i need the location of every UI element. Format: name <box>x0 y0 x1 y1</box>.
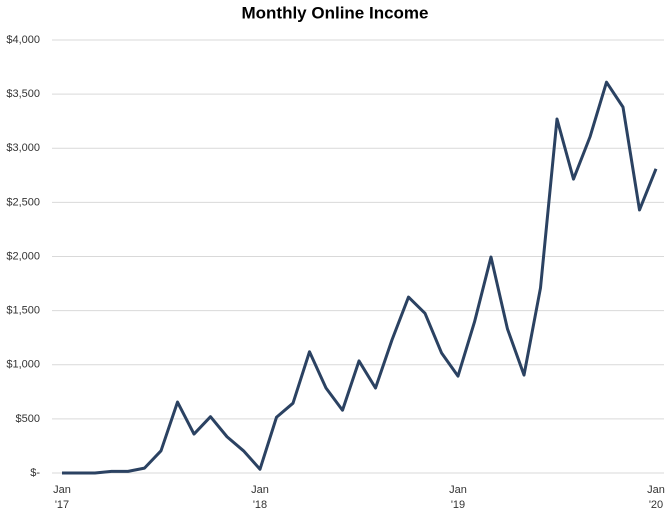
x-tick-label-line: Jan <box>449 484 467 496</box>
y-tick-label: $1,500 <box>6 305 40 317</box>
y-tick-label: $3,500 <box>6 88 40 100</box>
x-tick-label-line: '19 <box>451 499 465 511</box>
x-tick-label: Jan '20 <box>647 484 665 511</box>
x-tick-label-line: '18 <box>253 499 267 511</box>
y-tick-label: $1,000 <box>6 359 40 371</box>
y-tick-label: $2,500 <box>6 196 40 208</box>
line <box>62 80 658 475</box>
y-tick-label: $4,000 <box>6 34 40 46</box>
x-tick-label-line: Jan <box>647 484 665 496</box>
x-tick-label-line: Jan <box>53 484 71 496</box>
x-tick-label: Jan '17 <box>53 484 71 511</box>
x-tick-label: Jan '18 <box>251 484 269 511</box>
x-tick-label-line: '20 <box>649 499 663 511</box>
chart-title: Monthly Online Income <box>241 3 428 22</box>
x-tick-label-line: Jan <box>251 484 269 496</box>
x-tick-label: Jan '19 <box>449 484 467 511</box>
x-tick-label-line: '17 <box>55 499 69 511</box>
y-tick-label: $3,000 <box>6 142 40 154</box>
y-tick-label: $- <box>30 467 40 479</box>
y-tick-label: $2,000 <box>6 250 40 262</box>
y-tick-label: $500 <box>16 413 40 425</box>
